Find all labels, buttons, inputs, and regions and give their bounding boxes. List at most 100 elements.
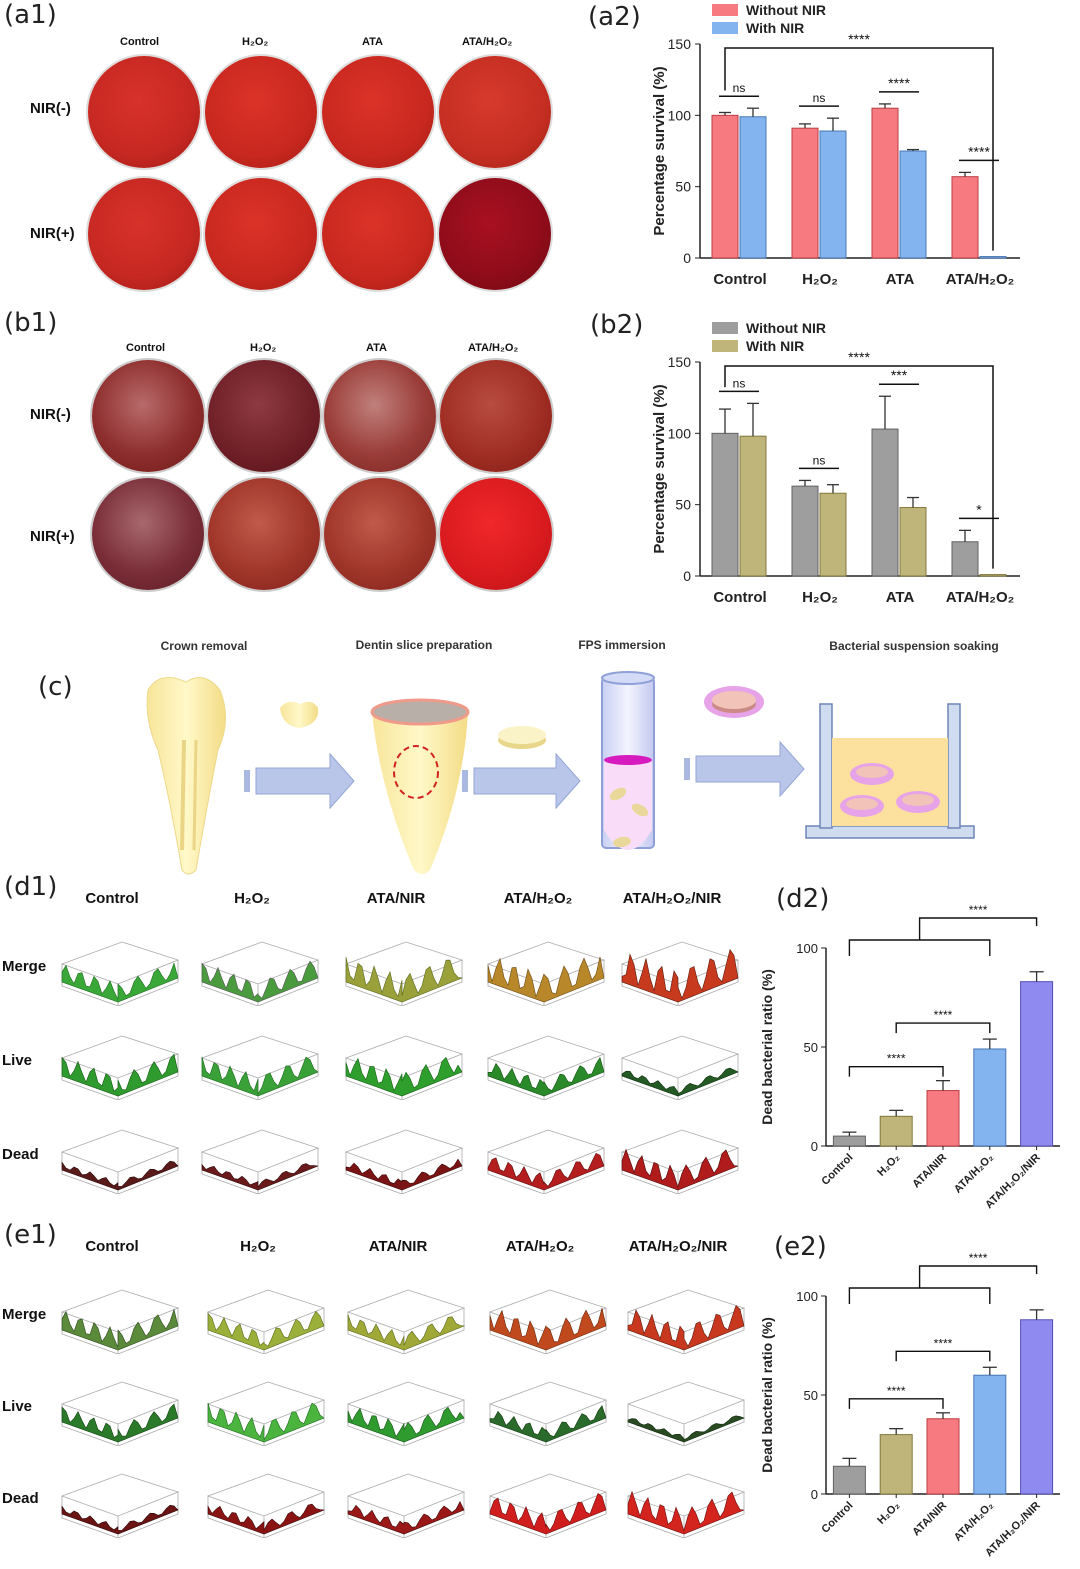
significance-bracket — [848, 1287, 991, 1304]
agar-plate — [208, 360, 320, 472]
legend-swatch — [712, 340, 738, 352]
arrow-icon — [462, 752, 581, 810]
surface-body — [621, 1067, 739, 1097]
surface-body — [627, 1415, 745, 1443]
surface-body — [201, 960, 319, 1003]
tooth-icon — [146, 677, 226, 875]
surface-grid — [489, 1492, 607, 1538]
agar-plate — [205, 56, 317, 168]
legend-label: With NIR — [746, 338, 804, 354]
surface-column-header: H₂O₂ — [240, 1238, 276, 1255]
arrow-icon — [684, 740, 805, 798]
surface-plot-tile — [60, 1381, 180, 1446]
surface-plot-tile — [60, 1289, 180, 1354]
chart-d2: 0 50 100 Dead bacterial ratio (%) Control H₂O… — [759, 903, 1060, 1210]
significance-label: **** — [848, 349, 870, 365]
surface-body — [61, 1504, 179, 1535]
surface-body — [487, 956, 605, 1003]
x-tick-label: H₂O₂ — [802, 589, 838, 606]
significance-label: **** — [934, 1008, 953, 1022]
significance-bracket — [724, 365, 994, 569]
surface-row-label: Live — [2, 1398, 33, 1415]
bar — [1020, 1319, 1054, 1495]
surface-body — [345, 1056, 463, 1097]
significance-label: **** — [887, 1384, 906, 1398]
significance-label: **** — [848, 31, 870, 47]
y-axis-label: Percentage survival (%) — [651, 66, 668, 235]
x-tick-label: ATA/H₂O₂ — [946, 271, 1015, 288]
legend-label: With NIR — [746, 20, 804, 36]
x-tick-label: Control — [713, 589, 766, 606]
bar — [973, 1048, 1007, 1147]
dentin-slice-icon — [498, 726, 546, 749]
legend-label: Without NIR — [746, 320, 826, 336]
surface-body — [61, 1403, 179, 1443]
panel-label-b2: (b2) — [590, 310, 644, 340]
surface-body — [207, 1310, 325, 1351]
surface-grid — [486, 1129, 606, 1173]
significance-label: ns — [733, 81, 746, 95]
bar — [711, 432, 739, 577]
y-axis-label: Dead bacterial ratio (%) — [759, 1317, 775, 1473]
surface-body — [487, 1056, 605, 1097]
bar — [879, 1434, 913, 1495]
surface-body — [61, 1308, 179, 1351]
surface-body — [207, 1402, 325, 1443]
surface-plot-tile — [206, 1473, 326, 1538]
surface-grid — [626, 1289, 746, 1333]
plate-row-label: NIR(+) — [30, 225, 75, 242]
x-tick-label: Control — [819, 1152, 855, 1188]
surface-body — [489, 1404, 607, 1443]
surface-grid — [627, 1400, 745, 1446]
y-tick-label: 100 — [668, 107, 692, 123]
x-tick-label: ATA/NIR — [910, 1152, 949, 1191]
surface-plot-tile — [620, 1129, 740, 1194]
test-tube-icon — [601, 671, 655, 850]
panel-label-b1: (b1) — [4, 308, 58, 338]
surface-plot-tile — [488, 1289, 608, 1354]
y-tick-label: 150 — [668, 354, 692, 370]
y-tick-label: 150 — [668, 36, 692, 52]
surface-grid — [200, 1129, 320, 1173]
surface-body — [487, 1152, 605, 1191]
surface-grid — [488, 1381, 608, 1425]
surface-plot-tile — [626, 1381, 746, 1446]
legend-label: Without NIR — [746, 2, 826, 18]
y-axis-label: Percentage survival (%) — [651, 384, 668, 553]
panel-label-c: (c) — [38, 672, 73, 702]
surface-plot-tile — [60, 1129, 180, 1194]
surface-grid — [620, 941, 740, 985]
x-tick-label: H₂O₂ — [802, 271, 838, 288]
panel-label-d1: (d1) — [4, 872, 58, 902]
surface-plot-tile — [486, 1035, 606, 1100]
y-tick-label: 50 — [804, 1388, 818, 1403]
bar — [926, 1418, 960, 1495]
bar — [979, 574, 1007, 577]
significance-label: **** — [969, 1251, 988, 1265]
panel-label-d2: (d2) — [776, 884, 830, 914]
surface-plot-tile — [346, 1381, 466, 1446]
agar-plate — [88, 178, 200, 290]
plate-col-header: H₂O₂ — [242, 36, 269, 48]
surface-body — [347, 1406, 465, 1443]
surface-grid — [626, 1381, 746, 1425]
y-tick-label: 100 — [796, 941, 818, 956]
surface-grid — [486, 1035, 606, 1079]
surface-plot-tile — [60, 1473, 180, 1538]
surface-plot-tile — [488, 1381, 608, 1446]
surface-plot-tile — [486, 1129, 606, 1194]
surface-body — [61, 1053, 179, 1097]
surface-plot-tile — [60, 1035, 180, 1100]
plate-row-label: NIR(+) — [30, 528, 75, 545]
surface-plot-tile — [344, 1129, 464, 1194]
x-tick-label: ATA/NIR — [910, 1500, 949, 1539]
panel-label-e1: (e1) — [4, 1220, 57, 1250]
surface-body — [627, 1490, 745, 1535]
surface-plot-tile — [620, 1035, 740, 1100]
agar-plate — [322, 56, 434, 168]
surface-column-header: ATA/H₂O₂/NIR — [622, 890, 722, 907]
significance-label: * — [976, 501, 982, 517]
surface-plot-tile — [206, 1289, 326, 1354]
workflow-step-label: FPS immersion — [578, 638, 666, 652]
